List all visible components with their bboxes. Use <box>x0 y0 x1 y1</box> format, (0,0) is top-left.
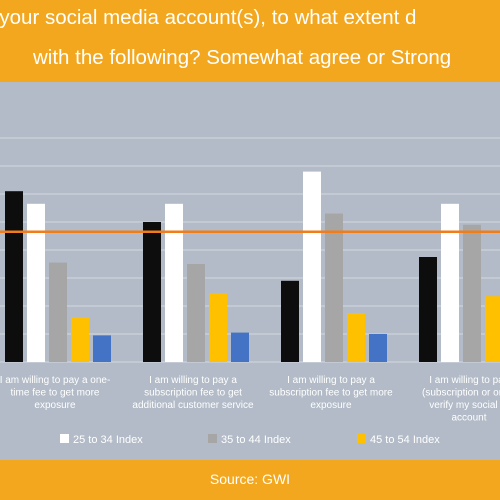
bar-4-category-1 <box>71 317 89 362</box>
bar-3-category-1 <box>49 262 67 362</box>
category-label-line: I am willing to pay a one- <box>0 375 110 386</box>
category-label-line: verify my social m <box>429 400 500 411</box>
bar-2-category-3 <box>303 171 321 362</box>
chart-panel: I am willing to pay a one-time fee to ge… <box>0 82 500 460</box>
bar-3-category-2 <box>187 264 205 362</box>
category-label-line: (subscription or one-t <box>422 388 500 399</box>
category-label-line: exposure <box>34 400 76 411</box>
bar-1-category-2 <box>143 222 161 362</box>
legend-label: 35 to 44 Index <box>221 434 291 446</box>
category-label-line: exposure <box>310 400 352 411</box>
bar-5-category-3 <box>369 334 387 362</box>
category-label: I am willing to pay a subscription fee to… <box>132 375 254 411</box>
bar-5-category-2 <box>231 332 249 362</box>
category-label: I am willing to pay a one-time fee to ge… <box>0 375 110 411</box>
category-label-line: subscription fee to get <box>144 388 242 399</box>
source-label: Source: GWI <box>209 471 291 487</box>
legend-label: 25 to 34 Index <box>73 434 143 446</box>
bar-3-category-4 <box>463 224 481 362</box>
legend-swatch <box>208 434 217 443</box>
bar-3-category-3 <box>325 213 343 362</box>
legend-swatch <box>357 434 366 443</box>
category-label-line: additional customer service <box>132 400 254 411</box>
title-line-2: with the following? Somewhat agree or St… <box>33 46 452 69</box>
category-label-line: subscription fee to get more <box>269 388 393 399</box>
bar-4-category-4 <box>485 296 500 362</box>
bar-4-category-2 <box>209 293 227 362</box>
bar-2-category-1 <box>27 203 45 362</box>
category-label: I am willing to pay (subscription or one-… <box>422 375 500 424</box>
category-label-line: I am willing to pay a <box>149 375 237 386</box>
bar-1-category-4 <box>419 257 437 362</box>
bar-1-category-3 <box>281 280 299 362</box>
bar-5-category-1 <box>93 335 111 362</box>
footer-banner: Source: GWI <box>0 460 500 500</box>
legend-swatch <box>60 434 69 443</box>
bar-4-category-3 <box>347 313 365 362</box>
legend-label: 45 to 54 Index <box>370 434 440 446</box>
title-line-1: t your social media account(s), to what … <box>0 6 417 29</box>
category-label-line: time fee to get more <box>11 388 100 399</box>
category-label-line: account <box>451 413 486 424</box>
chart-title-banner: t your social media account(s), to what … <box>0 0 500 82</box>
category-label-line: I am willing to pay <box>429 375 500 386</box>
category-label: I am willing to pay a subscription fee to… <box>269 375 393 411</box>
bar-2-category-2 <box>165 203 183 362</box>
bar-2-category-4 <box>441 203 459 362</box>
bar-chart: I am willing to pay a one-time fee to ge… <box>0 137 500 446</box>
category-label-line: I am willing to pay a <box>287 375 375 386</box>
bar-1-category-1 <box>5 191 23 362</box>
